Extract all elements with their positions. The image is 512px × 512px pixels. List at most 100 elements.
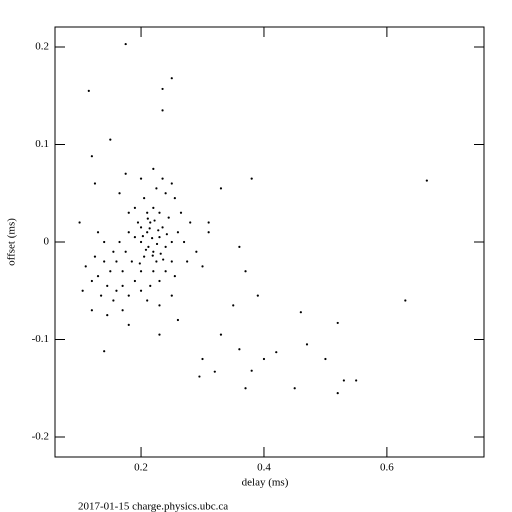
point bbox=[155, 242, 159, 246]
point bbox=[182, 240, 186, 244]
point bbox=[250, 177, 253, 180]
point bbox=[153, 219, 156, 222]
point bbox=[96, 231, 100, 234]
point bbox=[87, 89, 90, 92]
point bbox=[121, 284, 124, 287]
point bbox=[138, 262, 141, 265]
point bbox=[144, 248, 148, 251]
point bbox=[124, 172, 127, 175]
point bbox=[161, 87, 164, 91]
point bbox=[99, 294, 103, 297]
point bbox=[158, 333, 161, 336]
point bbox=[336, 321, 339, 325]
point bbox=[152, 250, 155, 253]
point bbox=[81, 289, 84, 292]
point bbox=[170, 77, 173, 80]
point bbox=[425, 179, 428, 182]
y-tick-label: 0.1 bbox=[35, 138, 49, 150]
point bbox=[250, 369, 253, 372]
point bbox=[159, 252, 162, 255]
point bbox=[157, 229, 160, 232]
point bbox=[293, 387, 296, 390]
point bbox=[355, 379, 358, 382]
point bbox=[106, 314, 109, 317]
point bbox=[213, 370, 216, 373]
point bbox=[147, 245, 150, 248]
x-tick-label: 0.4 bbox=[257, 462, 271, 474]
point bbox=[336, 392, 339, 395]
point bbox=[151, 236, 154, 240]
point bbox=[133, 206, 136, 209]
point bbox=[139, 226, 143, 229]
point bbox=[170, 294, 173, 297]
point bbox=[176, 318, 180, 322]
point bbox=[143, 197, 146, 200]
point bbox=[305, 343, 309, 346]
point bbox=[115, 260, 118, 263]
point bbox=[133, 236, 136, 239]
x-tick-label: 0.6 bbox=[380, 462, 394, 474]
point bbox=[256, 294, 259, 297]
point bbox=[127, 231, 130, 234]
point bbox=[152, 270, 155, 273]
x-axis-title: delay (ms) bbox=[242, 477, 289, 489]
point bbox=[93, 255, 97, 258]
point bbox=[164, 245, 167, 248]
point bbox=[404, 299, 407, 302]
point bbox=[176, 231, 180, 234]
point bbox=[299, 311, 302, 314]
point bbox=[146, 299, 149, 302]
point bbox=[115, 289, 118, 292]
point bbox=[124, 42, 127, 46]
point bbox=[148, 227, 151, 230]
y-axis-title: offset (ms) bbox=[6, 218, 18, 266]
point bbox=[121, 270, 124, 273]
point bbox=[127, 294, 130, 297]
point bbox=[118, 192, 121, 195]
point bbox=[164, 270, 167, 273]
point bbox=[127, 323, 130, 326]
point bbox=[109, 270, 112, 273]
y-tick-label: 0 bbox=[44, 236, 50, 248]
point bbox=[195, 250, 198, 253]
point bbox=[103, 350, 106, 353]
footer: 2017-01-15 charge.physics.ubc.ca bbox=[78, 501, 228, 512]
point bbox=[158, 304, 161, 307]
point bbox=[121, 309, 124, 312]
point bbox=[219, 187, 223, 190]
point bbox=[161, 226, 164, 229]
point bbox=[170, 240, 173, 244]
point bbox=[136, 221, 140, 224]
point bbox=[139, 240, 143, 244]
point bbox=[207, 221, 210, 224]
y-tick-label: 0.2 bbox=[35, 41, 49, 53]
point bbox=[158, 236, 161, 239]
point bbox=[84, 265, 87, 268]
point bbox=[158, 279, 161, 283]
point bbox=[342, 379, 345, 382]
point bbox=[149, 284, 152, 287]
point bbox=[133, 279, 136, 283]
point bbox=[155, 260, 158, 263]
point bbox=[324, 357, 327, 361]
point bbox=[170, 260, 173, 263]
point bbox=[162, 258, 165, 261]
point bbox=[207, 231, 210, 234]
point bbox=[198, 375, 201, 378]
point bbox=[103, 260, 106, 263]
point bbox=[244, 387, 247, 390]
point bbox=[165, 233, 168, 236]
point bbox=[161, 177, 164, 180]
point bbox=[109, 138, 112, 141]
x-tick-label: 0.2 bbox=[134, 462, 148, 474]
y-tick-label: -0.2 bbox=[32, 431, 49, 443]
point bbox=[151, 254, 154, 257]
point bbox=[130, 260, 133, 263]
point bbox=[164, 192, 167, 195]
point bbox=[238, 245, 241, 248]
point bbox=[179, 211, 183, 214]
point bbox=[244, 270, 247, 273]
point bbox=[139, 289, 143, 292]
point bbox=[201, 357, 204, 361]
